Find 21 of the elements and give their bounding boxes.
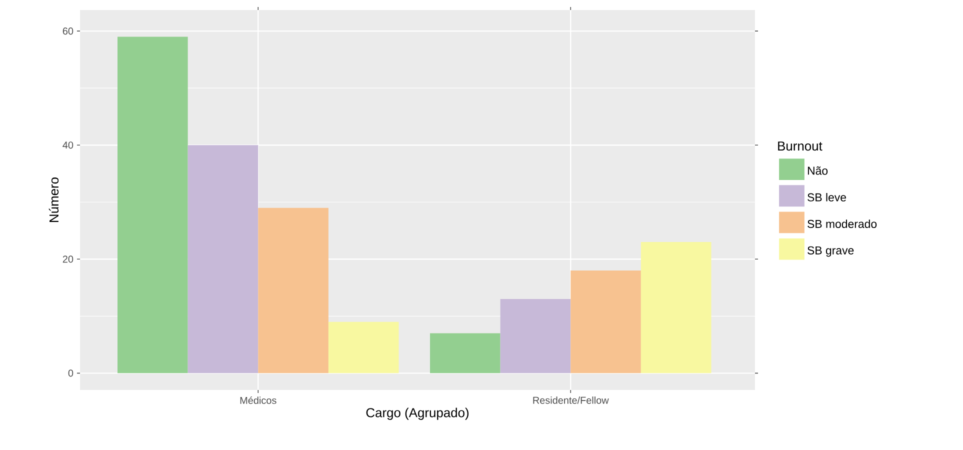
y-tick-label: 20 xyxy=(62,256,74,263)
bar xyxy=(118,36,188,374)
legend-label: SB moderado xyxy=(808,220,877,228)
y-tick-label: 40 xyxy=(62,142,74,149)
legend-label: SB leve xyxy=(808,192,846,202)
bar xyxy=(640,242,712,374)
x-axis-title: Cargo (Agrupado) xyxy=(366,408,469,420)
x-tick-label: Médicos xyxy=(240,396,276,404)
y-axis-title: Número xyxy=(48,178,59,222)
legend-label: SB grave xyxy=(808,246,854,257)
bar xyxy=(500,299,571,374)
legend-title: Burnout xyxy=(778,142,822,151)
x-tick-label: Residente/Fellow xyxy=(533,396,609,404)
bar xyxy=(328,322,399,374)
y-tick-label: 0 xyxy=(68,370,74,377)
bar xyxy=(570,270,641,374)
bar xyxy=(430,333,500,374)
y-tick-label: 60 xyxy=(62,28,74,35)
bar xyxy=(188,145,258,374)
legend-label: Não xyxy=(808,166,828,175)
bar xyxy=(258,208,328,374)
